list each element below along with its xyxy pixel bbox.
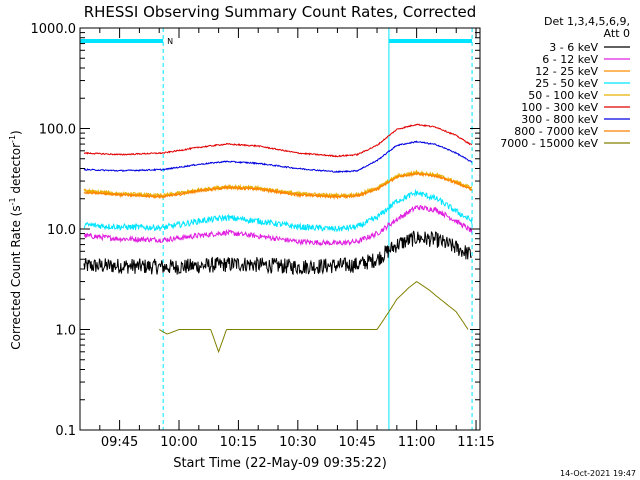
series-line-8: [158, 281, 469, 354]
x-tick-label: 10:30: [279, 435, 316, 450]
series-line-5: [84, 123, 473, 158]
x-tick-label: 10:45: [338, 435, 375, 450]
x-axis-label: Start Time (22-May-09 09:35:22): [173, 456, 387, 471]
series-line-7: [83, 172, 473, 199]
y-tick-label: 1.0: [55, 324, 76, 339]
y-axis-label-mid: detector: [9, 143, 23, 198]
series-layer: [83, 123, 473, 354]
chart-title: RHESSI Observing Summary Count Rates, Co…: [84, 3, 477, 21]
legend-label: 6 - 12 keV: [542, 53, 598, 66]
y-tick-label: 1000.0: [31, 22, 77, 37]
series-line-3: [83, 188, 473, 233]
night-marker: N: [167, 37, 173, 46]
plot-frame: [79, 27, 481, 431]
y-axis-label-main: Corrected Count Rate (s: [9, 205, 23, 349]
y-axis-label-sup1: -1: [8, 197, 17, 205]
y-axis-label: Corrected Count Rate (s-1 detector-1): [8, 130, 23, 349]
y-tick-label: 0.1: [55, 424, 76, 439]
legend-header-line-1: Det 1,3,4,5,6,9,: [544, 15, 630, 28]
legend-label: 800 - 7000 keV: [514, 125, 598, 138]
y-tick-label: 100.0: [39, 123, 76, 138]
x-tick-label: 10:00: [160, 435, 197, 450]
x-tick-label: 10:15: [220, 435, 257, 450]
series-line-1: [83, 204, 473, 247]
legend-label: 3 - 6 keV: [549, 41, 598, 54]
y-axis-label-end: ): [9, 130, 23, 135]
legend-label: 300 - 800 keV: [521, 113, 598, 126]
legend-label: 7000 - 15000 keV: [500, 137, 598, 150]
series-line-4: [83, 169, 473, 199]
y-axis-label-sup2: -1: [8, 135, 17, 143]
legend-label: 12 - 25 keV: [535, 65, 598, 78]
series-line-6: [83, 140, 473, 174]
axes: 1000.0 100.0 10.0 1.0 0.1 09:45 10:00 10:15 10:3…: [31, 22, 495, 450]
series-line-0: [83, 230, 473, 276]
footer-timestamp: 14-Oct-2021 19:47: [560, 469, 636, 478]
x-tick-label: 09:45: [101, 435, 138, 450]
x-tick-label: 11:00: [398, 435, 435, 450]
legend-label: 100 - 300 keV: [521, 101, 598, 114]
y-tick-label: 10.0: [47, 223, 76, 238]
legend-label: 50 - 100 keV: [528, 89, 598, 102]
legend-label: 25 - 50 keV: [535, 77, 598, 90]
x-tick-label: 11:15: [457, 435, 494, 450]
legend-header-line-2: Att 0: [604, 27, 630, 40]
